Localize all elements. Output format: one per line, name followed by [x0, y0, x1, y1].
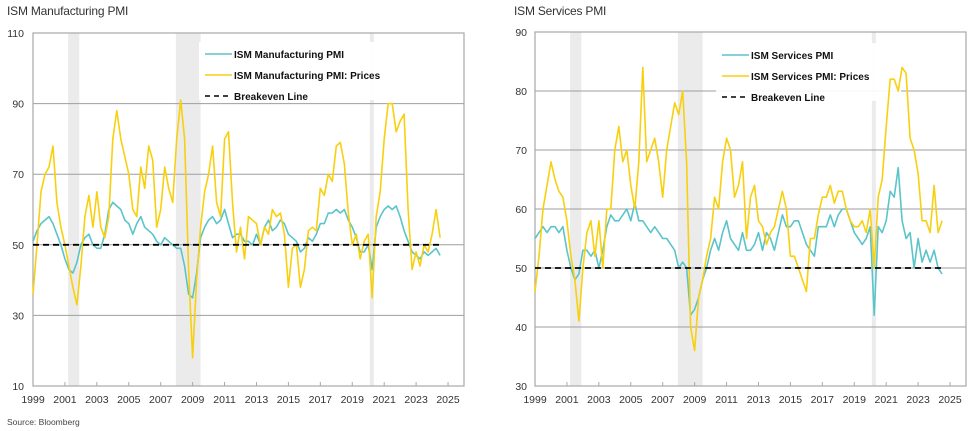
- x-tick-label: 2007: [651, 394, 675, 406]
- x-tick-label: 2007: [149, 394, 173, 406]
- legend-label-prices: ISM Services PMI: Prices: [751, 72, 870, 83]
- x-tick-label: 2011: [213, 394, 236, 406]
- x-tick-label: 2021: [373, 394, 397, 406]
- y-tick-label: 110: [7, 28, 24, 40]
- legend-label-pmi: ISM Manufacturing PMI: [234, 50, 344, 61]
- x-tick-label: 2025: [938, 394, 962, 406]
- plot-frame: [534, 31, 967, 387]
- y-tick-label: 50: [12, 240, 24, 252]
- x-tick-label: 2025: [436, 394, 460, 406]
- x-tick-label: 2001: [555, 394, 579, 406]
- chart-title-manufacturing: ISM Manufacturing PMI: [7, 4, 129, 18]
- chart-title-services: ISM Services PMI: [514, 4, 607, 18]
- y-tick-label: 70: [12, 169, 24, 181]
- x-tick-label: 2009: [181, 394, 205, 406]
- recession-band: [68, 33, 80, 386]
- series-line-pmi: [534, 166, 943, 317]
- series-line-prices: [32, 99, 441, 359]
- x-tick-label: 2015: [277, 394, 301, 406]
- x-tick-label: 2015: [779, 394, 803, 406]
- x-tick-label: 2017: [309, 394, 333, 406]
- x-tick-label: 2011: [715, 394, 738, 406]
- legend-box: [716, 43, 901, 101]
- y-tick-label: 10: [12, 381, 24, 393]
- y-tick-label: 90: [515, 27, 527, 39]
- y-tick-label: 50: [515, 263, 527, 275]
- series-line-prices: [534, 66, 943, 352]
- y-tick-label: 40: [515, 322, 527, 334]
- x-tick-label: 2003: [85, 394, 109, 406]
- x-tick-label: 2013: [245, 394, 269, 406]
- legend-label-prices: ISM Manufacturing PMI: Prices: [234, 71, 381, 82]
- x-tick-label: 2001: [53, 394, 77, 406]
- x-tick-label: 2009: [683, 394, 707, 406]
- x-tick-label: 1999: [21, 394, 45, 406]
- y-tick-label: 90: [12, 99, 24, 111]
- x-tick-label: 2003: [587, 394, 611, 406]
- x-tick-label: 2019: [341, 394, 365, 406]
- x-tick-label: 2019: [843, 394, 867, 406]
- chart-manufacturing: 10 30 50 70 90 110 1999 2001 2003 2005 2007 2009 201…: [7, 28, 465, 406]
- x-tick-label: 2005: [619, 394, 643, 406]
- legend-label-breakeven: Breakeven Line: [751, 93, 825, 104]
- legend-label-breakeven: Breakeven Line: [234, 92, 308, 103]
- legend-box: [199, 42, 384, 100]
- y-tick-label: 80: [515, 86, 527, 98]
- x-tick-label: 2023: [404, 394, 428, 406]
- recession-band: [369, 33, 374, 386]
- x-tick-label: 2021: [875, 394, 899, 406]
- recession-band: [175, 33, 201, 386]
- series-line-pmi: [32, 201, 441, 299]
- x-tick-label: 2005: [117, 394, 141, 406]
- x-tick-label: 2023: [906, 394, 930, 406]
- x-tick-label: 1999: [523, 394, 547, 406]
- y-tick-label: 60: [515, 204, 527, 216]
- y-tick-label: 70: [515, 145, 527, 157]
- plot-frame: [32, 32, 465, 387]
- source-note: Source: Bloomberg: [7, 417, 80, 427]
- legend-label-pmi: ISM Services PMI: [751, 51, 833, 62]
- x-tick-label: 2017: [811, 394, 835, 406]
- x-tick-label: 2013: [747, 394, 771, 406]
- y-tick-label: 30: [515, 381, 527, 393]
- chart-services: 30 40 50 60 70 80 90 1999 2001 2003 2005 2007 2009 20…: [515, 27, 967, 406]
- y-tick-label: 30: [12, 310, 24, 322]
